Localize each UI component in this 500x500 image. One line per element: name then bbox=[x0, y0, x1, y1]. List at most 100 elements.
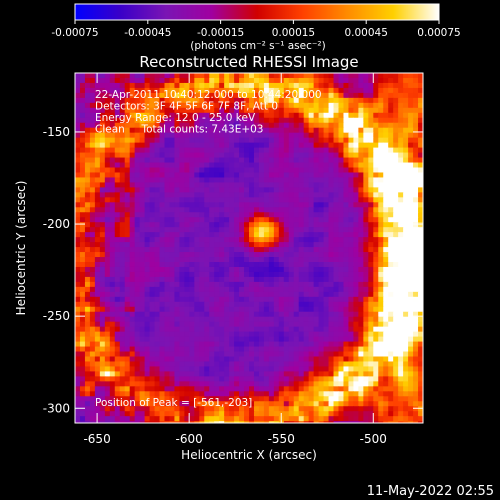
heatmap-cell bbox=[373, 237, 379, 243]
heatmap-cell bbox=[184, 92, 190, 99]
heatmap-cell bbox=[368, 301, 374, 308]
heatmap-cell bbox=[104, 316, 111, 323]
heatmap-cell bbox=[388, 341, 394, 348]
heatmap-cell bbox=[413, 187, 419, 193]
heatmap-cell bbox=[94, 276, 101, 283]
heatmap-cell bbox=[75, 361, 81, 368]
heatmap-cell bbox=[258, 411, 265, 417]
heatmap-cell bbox=[154, 341, 161, 348]
heatmap-cell bbox=[144, 107, 151, 114]
heatmap-cell bbox=[263, 112, 270, 119]
heatmap-cell bbox=[84, 107, 91, 114]
heatmap-cell bbox=[408, 122, 414, 129]
heatmap-cell bbox=[418, 212, 423, 218]
heatmap-cell bbox=[94, 416, 101, 422]
heatmap-cell bbox=[239, 182, 245, 188]
heatmap-cell bbox=[423, 312, 429, 318]
heatmap-cell bbox=[298, 262, 305, 268]
heatmap-cell bbox=[393, 237, 399, 243]
heatmap-cell bbox=[308, 122, 315, 129]
heatmap-cell bbox=[263, 212, 270, 218]
heatmap-cell bbox=[313, 87, 320, 94]
heatmap-cell bbox=[283, 122, 290, 129]
heatmap-cell bbox=[159, 162, 166, 169]
heatmap-cell bbox=[234, 386, 240, 392]
heatmap-cell bbox=[249, 257, 255, 263]
heatmap-cell bbox=[144, 142, 151, 149]
heatmap-cell bbox=[99, 182, 106, 188]
heatmap-cell bbox=[308, 306, 315, 313]
heatmap-cell bbox=[308, 376, 315, 382]
heatmap-cell bbox=[159, 142, 166, 149]
heatmap-cell bbox=[129, 321, 136, 328]
heatmap-cell bbox=[363, 192, 369, 198]
heatmap-cell bbox=[378, 341, 384, 348]
heatmap-cell bbox=[288, 227, 295, 233]
heatmap-cell bbox=[94, 112, 101, 119]
heatmap-cell bbox=[229, 346, 235, 353]
heatmap-cell bbox=[75, 386, 81, 392]
heatmap-cell bbox=[124, 217, 131, 223]
heatmap-cell bbox=[363, 311, 369, 318]
heatmap-cell bbox=[244, 311, 250, 318]
heatmap-cell bbox=[378, 77, 384, 84]
heatmap-cell bbox=[383, 172, 389, 179]
heatmap-cell bbox=[169, 326, 176, 333]
heatmap-cell bbox=[79, 316, 86, 323]
heatmap-cell bbox=[199, 271, 205, 278]
heatmap-cell bbox=[244, 396, 250, 402]
heatmap-cell bbox=[398, 117, 404, 124]
heatmap-cell bbox=[199, 266, 205, 273]
heatmap-cell bbox=[159, 97, 166, 104]
heatmap-cell bbox=[89, 202, 96, 208]
heatmap-cell bbox=[253, 266, 260, 273]
heatmap-cell bbox=[353, 266, 359, 273]
heatmap-cell bbox=[393, 346, 399, 353]
heatmap-cell bbox=[353, 207, 359, 213]
heatmap-cell bbox=[244, 237, 250, 243]
heatmap-cell bbox=[378, 411, 384, 417]
heatmap-cell bbox=[94, 142, 101, 149]
heatmap-cell bbox=[209, 97, 215, 104]
heatmap-cell bbox=[244, 242, 250, 248]
heatmap-cell bbox=[134, 341, 141, 348]
heatmap-cell bbox=[398, 73, 404, 79]
heatmap-cell bbox=[393, 296, 399, 303]
heatmap-cell bbox=[104, 167, 111, 174]
heatmap-cell bbox=[169, 77, 176, 84]
heatmap-cell bbox=[229, 291, 235, 298]
heatmap-cell bbox=[109, 421, 116, 423]
heatmap-cell bbox=[99, 376, 106, 382]
heatmap-cell bbox=[318, 281, 325, 288]
heatmap-cell bbox=[343, 281, 350, 288]
heatmap-cell bbox=[373, 162, 379, 169]
heatmap-cell bbox=[258, 87, 265, 94]
heatmap-cell bbox=[149, 117, 156, 124]
heatmap-cell bbox=[338, 187, 345, 193]
heatmap-cell bbox=[403, 172, 409, 179]
heatmap-cell bbox=[75, 122, 81, 129]
heatmap-cell bbox=[338, 331, 345, 338]
heatmap-cell bbox=[214, 296, 220, 303]
heatmap-cell bbox=[368, 147, 374, 154]
heatmap-cell bbox=[189, 102, 195, 109]
heatmap-cell bbox=[129, 366, 136, 373]
heatmap-cell bbox=[253, 306, 260, 313]
heatmap-cell bbox=[378, 227, 384, 233]
heatmap-cell bbox=[204, 311, 210, 318]
heatmap-cell bbox=[149, 77, 156, 84]
heatmap-cell bbox=[278, 207, 285, 213]
heatmap-cell bbox=[114, 87, 121, 94]
heatmap-cell bbox=[293, 271, 300, 278]
heatmap-cell bbox=[343, 356, 350, 363]
heatmap-cell bbox=[343, 92, 350, 99]
heatmap-cell bbox=[84, 326, 91, 333]
heatmap-cell bbox=[253, 321, 260, 328]
heatmap-cell bbox=[124, 296, 131, 303]
heatmap-cell bbox=[253, 152, 260, 159]
heatmap-cell bbox=[333, 237, 340, 243]
heatmap-cell bbox=[423, 352, 429, 358]
heatmap-cell bbox=[239, 207, 245, 213]
heatmap-cell bbox=[363, 232, 369, 238]
heatmap-cell bbox=[229, 242, 235, 248]
